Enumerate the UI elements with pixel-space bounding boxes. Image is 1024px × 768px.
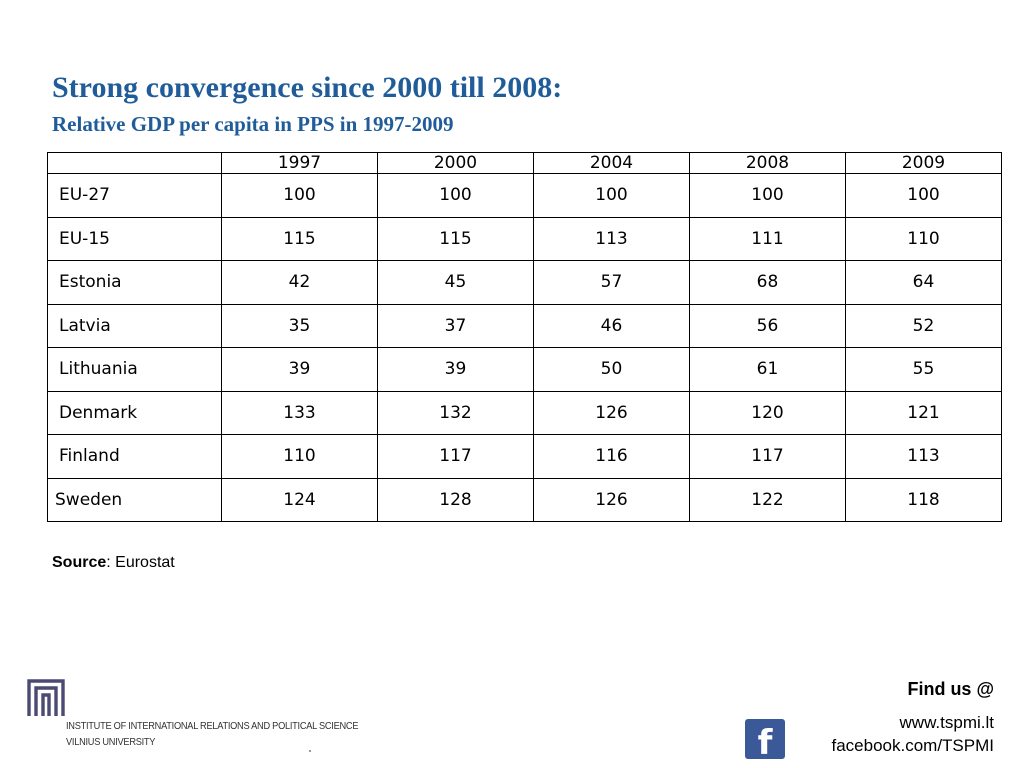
institute-line-2: VILNIUS UNIVERSITY xyxy=(66,736,156,748)
table-cell: 126 xyxy=(533,477,690,522)
row-label: Denmark xyxy=(47,390,222,435)
table-cell: 100 xyxy=(221,173,378,218)
table-cell: 121 xyxy=(845,390,1002,435)
table-cell: 120 xyxy=(689,390,846,435)
table-row: Lithuania 39 39 50 61 55 xyxy=(47,347,1002,392)
table-cell: 110 xyxy=(845,216,1002,261)
row-label: Estonia xyxy=(47,260,222,305)
column-header-year: 2000 xyxy=(377,152,534,174)
find-us-label: Find us @ xyxy=(907,679,994,699)
table-cell: 133 xyxy=(221,390,378,435)
table-cell: 61 xyxy=(689,347,846,392)
table-cell: 37 xyxy=(377,303,534,348)
table-cell: 57 xyxy=(533,260,690,305)
contact-links: www.tspmi.lt facebook.com/TSPMI xyxy=(831,711,994,757)
table-cell: 56 xyxy=(689,303,846,348)
column-header-year: 2008 xyxy=(689,152,846,174)
table-cell: 122 xyxy=(689,477,846,522)
table-cell: 113 xyxy=(845,434,1002,479)
row-label: Sweden xyxy=(47,477,222,522)
institute-name: INSTITUTE OF INTERNATIONAL RELATIONS AND… xyxy=(66,718,358,750)
table-cell: 117 xyxy=(689,434,846,479)
table-cell: 39 xyxy=(221,347,378,392)
table-cell: 115 xyxy=(221,216,378,261)
row-label: Latvia xyxy=(47,303,222,348)
table-cell: 50 xyxy=(533,347,690,392)
table-row: EU-15 115 115 113 111 110 xyxy=(47,216,1002,261)
table-cell: 64 xyxy=(845,260,1002,305)
column-header-year: 2009 xyxy=(845,152,1002,174)
page-title: Strong convergence since 2000 till 2008: xyxy=(52,71,563,104)
source-label: Source xyxy=(52,554,107,571)
table-row: Sweden 124 128 126 122 118 xyxy=(47,477,1002,522)
table-row: Latvia 35 37 46 56 52 xyxy=(47,303,1002,348)
facebook-glyph: f xyxy=(757,723,773,763)
table-cell: 128 xyxy=(377,477,534,522)
table-cell: 39 xyxy=(377,347,534,392)
institute-line-1: INSTITUTE OF INTERNATIONAL RELATIONS AND… xyxy=(66,720,359,732)
row-label: EU-15 xyxy=(47,216,222,261)
table-cell: 124 xyxy=(221,477,378,522)
table-cell: 100 xyxy=(533,173,690,218)
source-text: : Eurostat xyxy=(106,554,175,571)
table-row: EU-27 100 100 100 100 100 xyxy=(47,173,1002,218)
column-header-year: 1997 xyxy=(221,152,378,174)
column-header-year: 2004 xyxy=(533,152,690,174)
table-cell: 126 xyxy=(533,390,690,435)
table-cell: 116 xyxy=(533,434,690,479)
row-label: EU-27 xyxy=(47,173,222,218)
source-note: Source: Eurostat xyxy=(52,553,175,573)
gdp-table: 1997 2000 2004 2008 2009 EU-27 100 100 1… xyxy=(47,152,1002,522)
website-link[interactable]: www.tspmi.lt xyxy=(899,713,994,732)
table-cell: 45 xyxy=(377,260,534,305)
table-cell: 132 xyxy=(377,390,534,435)
table-cell: 55 xyxy=(845,347,1002,392)
tspmi-logo-icon xyxy=(27,679,65,716)
table-header-row: 1997 2000 2004 2008 2009 xyxy=(47,152,1002,174)
table-cell: 113 xyxy=(533,216,690,261)
table-cell: 100 xyxy=(689,173,846,218)
table-row: Finland 110 117 116 117 113 xyxy=(47,434,1002,479)
table-cell: 117 xyxy=(377,434,534,479)
facebook-icon[interactable]: f xyxy=(745,719,785,763)
column-header-blank xyxy=(47,152,222,174)
facebook-link[interactable]: facebook.com/TSPMI xyxy=(831,736,994,755)
table-cell: 68 xyxy=(689,260,846,305)
table-cell: 115 xyxy=(377,216,534,261)
divider-dot xyxy=(309,750,311,752)
table-row: Estonia 42 45 57 68 64 xyxy=(47,260,1002,305)
table-cell: 46 xyxy=(533,303,690,348)
table-cell: 111 xyxy=(689,216,846,261)
table-cell: 35 xyxy=(221,303,378,348)
table-cell: 100 xyxy=(377,173,534,218)
table-cell: 52 xyxy=(845,303,1002,348)
table-cell: 110 xyxy=(221,434,378,479)
table-cell: 100 xyxy=(845,173,1002,218)
row-label: Lithuania xyxy=(47,347,222,392)
table-row: Denmark 133 132 126 120 121 xyxy=(47,390,1002,435)
table-cell: 42 xyxy=(221,260,378,305)
table-cell: 118 xyxy=(845,477,1002,522)
page-subtitle: Relative GDP per capita in PPS in 1997-2… xyxy=(52,112,454,136)
row-label: Finland xyxy=(47,434,222,479)
